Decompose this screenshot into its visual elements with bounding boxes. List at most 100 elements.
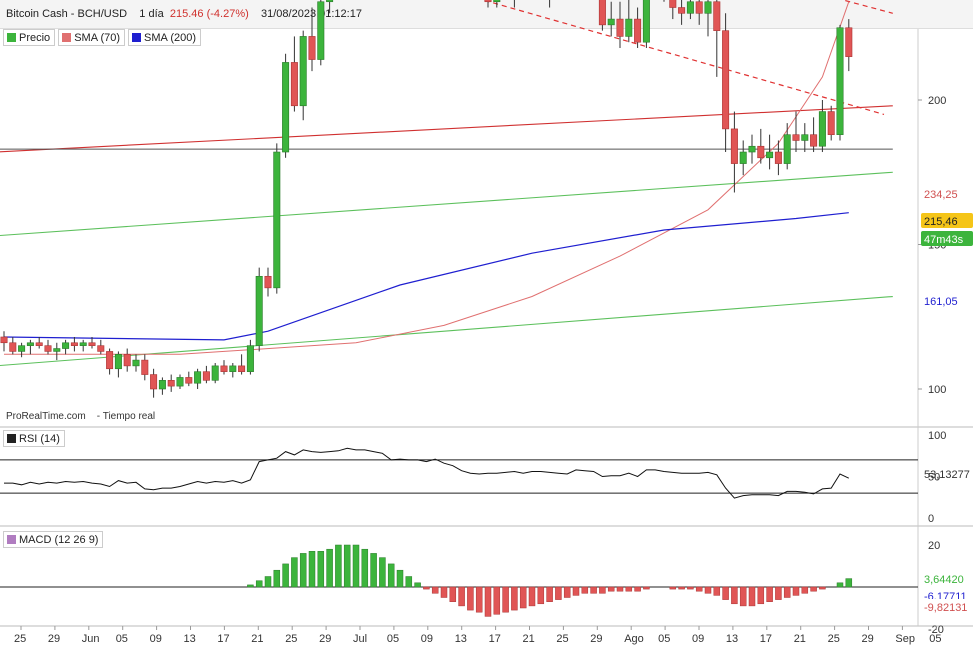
chart-header: Bitcoin Cash - BCH/USD 1 día 215.46 (-4.… bbox=[0, 0, 973, 29]
macd-swatch bbox=[7, 535, 16, 544]
x-tick-label: 17 bbox=[760, 633, 772, 645]
candle bbox=[211, 365, 219, 381]
macd-hist-badge: 3,64420 bbox=[921, 571, 973, 586]
x-tick-label: 25 bbox=[285, 633, 297, 645]
price-legend: Precio SMA (70) SMA (200) bbox=[3, 29, 202, 46]
sma70-swatch bbox=[62, 33, 72, 42]
x-tick-label: 09 bbox=[150, 633, 162, 645]
candle bbox=[836, 27, 844, 135]
macd-bar bbox=[361, 548, 369, 588]
candle bbox=[317, 1, 325, 60]
macd-bar bbox=[379, 557, 386, 588]
macd-bar bbox=[713, 586, 721, 596]
x-tick-label: 21 bbox=[251, 633, 263, 645]
macd-bar bbox=[748, 586, 756, 607]
candle bbox=[308, 36, 316, 60]
candle bbox=[704, 1, 712, 14]
legend-price[interactable]: Precio bbox=[3, 29, 56, 46]
macd-bar bbox=[704, 586, 712, 594]
candle bbox=[70, 342, 78, 346]
macd-tick-label: 20 bbox=[928, 540, 940, 552]
candle bbox=[818, 111, 826, 147]
x-tick-label: 25 bbox=[556, 633, 568, 645]
x-tick-label: 13 bbox=[726, 633, 738, 645]
macd-bar bbox=[308, 551, 316, 588]
legend-sma200-label: SMA (200) bbox=[144, 31, 197, 44]
legend-sma70[interactable]: SMA (70) bbox=[58, 29, 126, 46]
candle bbox=[783, 134, 791, 164]
macd-bar bbox=[801, 586, 809, 594]
chart-title: Bitcoin Cash - BCH/USD 1 día 215.46 (-4.… bbox=[6, 8, 362, 20]
countdown-badge: 47m43s bbox=[921, 231, 973, 246]
candle bbox=[625, 18, 633, 37]
macd-bar bbox=[643, 586, 650, 590]
macd-bar bbox=[352, 544, 360, 588]
macd-bar bbox=[458, 586, 465, 607]
x-tick-label: Sep bbox=[895, 633, 915, 645]
x-tick-label: 29 bbox=[319, 633, 331, 645]
candle bbox=[669, 0, 677, 8]
candle bbox=[176, 377, 184, 387]
legend-price-label: Precio bbox=[19, 31, 51, 44]
candle bbox=[18, 345, 26, 352]
macd-signal-badge-text: -9,82131 bbox=[924, 602, 967, 614]
candle bbox=[141, 359, 149, 375]
candle bbox=[845, 27, 853, 57]
macd-bar bbox=[440, 586, 448, 598]
candle bbox=[484, 0, 492, 3]
candle bbox=[26, 342, 34, 346]
macd-bar bbox=[511, 586, 518, 611]
trendline bbox=[0, 105, 893, 153]
candle bbox=[220, 365, 228, 372]
macd-bar bbox=[343, 544, 351, 588]
candle bbox=[229, 365, 237, 372]
macd-label[interactable]: MACD (12 26 9) bbox=[3, 531, 104, 548]
macd-bar bbox=[836, 582, 844, 588]
macd-hist-badge-text: 3,64420 bbox=[924, 574, 964, 586]
trendline bbox=[0, 295, 893, 367]
macd-bar bbox=[783, 586, 791, 598]
macd-bar bbox=[572, 586, 580, 596]
macd-bar bbox=[291, 557, 298, 588]
macd-bar bbox=[335, 544, 342, 588]
x-tick-label: 09 bbox=[421, 633, 433, 645]
macd-bar bbox=[423, 586, 430, 590]
macd-bar bbox=[590, 586, 597, 594]
candle bbox=[801, 134, 809, 141]
candle bbox=[132, 359, 140, 367]
price-tick-label: 200 bbox=[928, 95, 946, 107]
macd-bar bbox=[563, 586, 571, 598]
macd-bar bbox=[599, 586, 606, 594]
macd-bar bbox=[475, 586, 483, 613]
macd-bar bbox=[502, 586, 509, 613]
candle bbox=[53, 348, 61, 352]
rsi-label[interactable]: RSI (14) bbox=[3, 430, 65, 447]
macd-bar bbox=[757, 586, 765, 605]
candle bbox=[9, 342, 17, 352]
candle bbox=[722, 30, 730, 130]
candle bbox=[713, 1, 721, 31]
macd-bar bbox=[555, 586, 562, 600]
trendline bbox=[840, 0, 893, 14]
candle bbox=[766, 151, 774, 159]
candle bbox=[607, 18, 615, 26]
candle bbox=[97, 345, 105, 352]
macd-bar bbox=[810, 586, 817, 592]
rsi-line bbox=[4, 447, 850, 499]
candle bbox=[792, 134, 800, 141]
macd-bar bbox=[678, 586, 685, 590]
macd-bar bbox=[607, 586, 615, 592]
macd-bar bbox=[370, 553, 377, 588]
x-tick-label: 25 bbox=[828, 633, 840, 645]
candle bbox=[264, 275, 272, 289]
sma70-badge: 234,25 bbox=[921, 186, 973, 201]
macd-bar bbox=[387, 563, 395, 588]
candle bbox=[246, 345, 254, 372]
timestamp: 31/08/2023 01:12:17 bbox=[261, 8, 362, 20]
candle bbox=[35, 342, 43, 346]
candle bbox=[0, 336, 8, 344]
x-tick-label: 29 bbox=[862, 633, 874, 645]
x-tick-label: 09 bbox=[692, 633, 704, 645]
legend-sma200[interactable]: SMA (200) bbox=[128, 29, 202, 46]
